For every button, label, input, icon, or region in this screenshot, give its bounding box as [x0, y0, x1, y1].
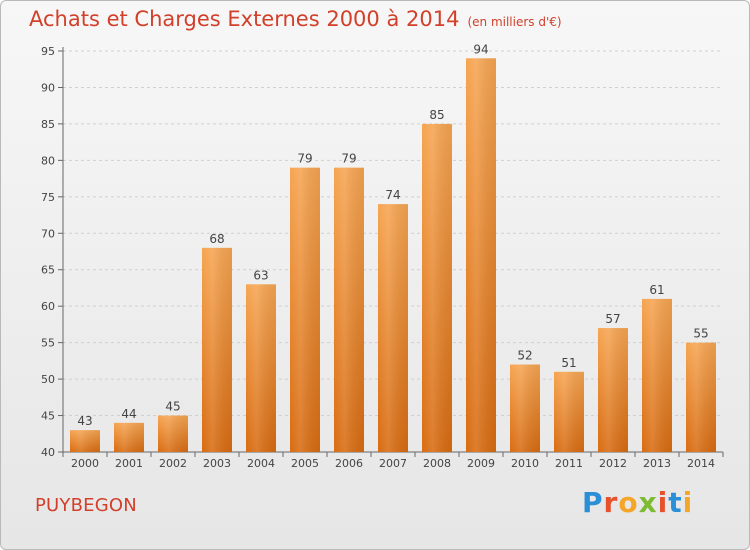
commune-name: PUYBEGON	[35, 495, 137, 516]
bar-shading	[466, 58, 496, 453]
x-tick-label: 2014	[687, 457, 715, 470]
x-tick-label: 2009	[467, 457, 495, 470]
bar-group: 61	[642, 283, 672, 452]
bar-shading	[510, 364, 540, 452]
bar-value-label: 45	[165, 400, 180, 414]
y-tick-label: 55	[41, 337, 55, 350]
bar-value-label: 68	[209, 232, 224, 246]
bar-value-label: 43	[77, 414, 92, 428]
y-tick-label: 70	[41, 227, 55, 240]
bar-value-label: 44	[121, 407, 136, 421]
x-tick-label: 2012	[599, 457, 627, 470]
bar-group: 51	[554, 356, 584, 452]
x-tick-label: 2008	[423, 457, 451, 470]
bar-group: 79	[334, 152, 364, 452]
bar-shading	[598, 328, 628, 452]
x-tick-label: 2011	[555, 457, 583, 470]
bar-value-label: 51	[561, 356, 576, 370]
logo-letter: r	[603, 486, 619, 519]
bar-shading	[158, 415, 188, 452]
bar-value-label: 85	[429, 108, 444, 122]
logo-letter: i	[657, 486, 669, 519]
logo-letter: P	[582, 486, 604, 519]
y-tick-label: 45	[41, 410, 55, 423]
logo-letter: t	[668, 486, 683, 519]
bar-shading	[554, 371, 584, 452]
bar-group: 44	[114, 407, 144, 452]
bar-value-label: 52	[517, 349, 532, 363]
x-tick-label: 2002	[159, 457, 187, 470]
bar-shading	[422, 123, 452, 452]
chart-title: Achats et Charges Externes 2000 à 2014 (e…	[29, 7, 562, 31]
x-tick-label: 2000	[71, 457, 99, 470]
x-tick-label: 2003	[203, 457, 231, 470]
bar-group: 57	[598, 312, 628, 452]
bar-shading	[202, 247, 232, 452]
x-tick-label: 2001	[115, 457, 143, 470]
bar-shading	[334, 167, 364, 452]
x-tick-label: 2005	[291, 457, 319, 470]
bar-shading	[246, 284, 276, 452]
bar-value-label: 94	[473, 42, 488, 56]
y-tick-label: 60	[41, 300, 55, 313]
bar-group: 45	[158, 400, 188, 452]
bar-shading	[290, 167, 320, 452]
chart-subtitle: (en milliers d'€)	[467, 15, 562, 29]
bar-value-label: 74	[385, 188, 400, 202]
bar-group: 79	[290, 152, 320, 452]
bar-group: 63	[246, 268, 276, 452]
y-tick-label: 90	[41, 81, 55, 94]
x-tick-label: 2004	[247, 457, 275, 470]
bar-value-label: 79	[297, 152, 312, 166]
bar-group: 52	[510, 349, 540, 452]
x-tick-label: 2007	[379, 457, 407, 470]
bar-shading	[686, 342, 716, 452]
bar-group: 85	[422, 108, 452, 452]
proxiti-logo: Proxiti	[582, 486, 693, 519]
bar-group: 94	[466, 42, 496, 453]
y-tick-label: 85	[41, 118, 55, 131]
y-tick-label: 75	[41, 191, 55, 204]
logo-letter: x	[638, 486, 658, 519]
bar-value-label: 63	[253, 268, 268, 282]
y-tick-label: 65	[41, 264, 55, 277]
logo-letter: o	[618, 486, 639, 519]
bar-shading	[378, 204, 408, 452]
bar-shading	[70, 430, 100, 452]
chart-title-text: Achats et Charges Externes 2000 à 2014	[29, 7, 460, 31]
bar-group: 74	[378, 188, 408, 452]
bar-group: 55	[686, 327, 716, 452]
bars: 43 44 45 68 63 79 79 74 85 94 52 51 57 61 55	[70, 42, 716, 453]
bar-value-label: 79	[341, 152, 356, 166]
y-tick-label: 80	[41, 154, 55, 167]
y-tick-label: 40	[41, 446, 55, 459]
bar-value-label: 57	[605, 312, 620, 326]
x-tick-label: 2013	[643, 457, 671, 470]
bar-value-label: 61	[649, 283, 664, 297]
bar-value-label: 55	[693, 327, 708, 341]
bar-group: 68	[202, 232, 232, 452]
y-tick-label: 50	[41, 373, 55, 386]
x-tick-label: 2006	[335, 457, 363, 470]
bar-group: 43	[70, 414, 100, 452]
logo-letter: i	[682, 486, 694, 519]
x-tick-label: 2010	[511, 457, 539, 470]
bar-shading	[114, 422, 144, 452]
bar-shading	[642, 298, 672, 452]
y-tick-label: 95	[41, 45, 55, 58]
